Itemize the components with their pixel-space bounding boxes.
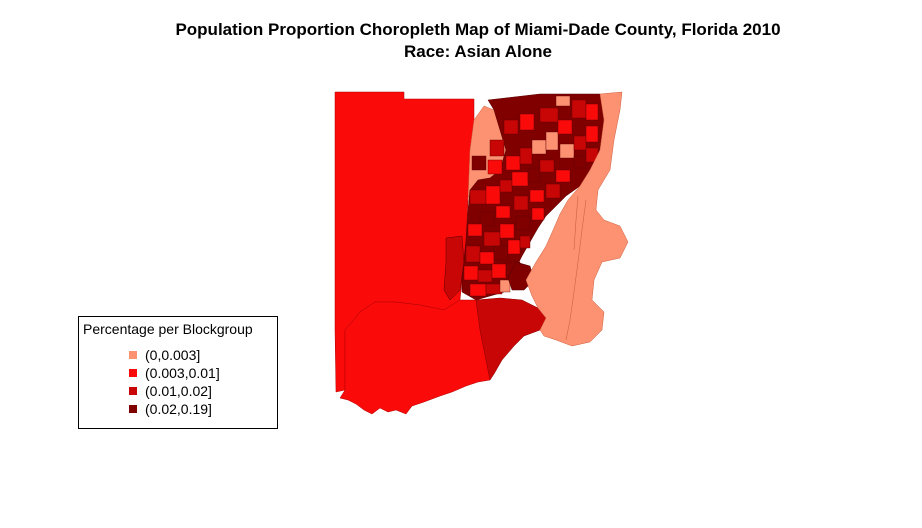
region-south-mainland bbox=[339, 299, 491, 415]
legend-swatch bbox=[129, 387, 137, 396]
region-south-class3 bbox=[475, 297, 547, 381]
legend-item: (0.02,0.19] bbox=[129, 401, 212, 419]
legend-title: Percentage per Blockgroup bbox=[83, 321, 253, 337]
legend-swatch bbox=[129, 351, 137, 360]
barrier-island-outline bbox=[565, 199, 587, 341]
legend-label: (0,0.003] bbox=[145, 347, 201, 363]
region-southwest-pocket bbox=[443, 235, 465, 301]
legend-swatch bbox=[129, 369, 137, 378]
urban-mosaic bbox=[463, 95, 599, 297]
legend-label: (0.02,0.19] bbox=[145, 401, 212, 417]
map-legend: Percentage per Blockgroup (0,0.003] (0.0… bbox=[78, 316, 278, 429]
legend-swatch bbox=[129, 405, 137, 414]
region-biscayne-bay bbox=[525, 91, 629, 347]
map-title: Population Proportion Choropleth Map of … bbox=[175, 20, 781, 39]
legend-label: (0.01,0.02] bbox=[145, 383, 212, 399]
map-subtitle: Race: Asian Alone bbox=[403, 42, 552, 61]
legend-item: (0.003,0.01] bbox=[129, 365, 220, 383]
key-biscayne-outline bbox=[573, 195, 579, 251]
legend-label: (0.003,0.01] bbox=[145, 365, 220, 381]
legend-item: (0,0.003] bbox=[129, 347, 200, 365]
legend-item: (0.01,0.02] bbox=[129, 383, 212, 401]
